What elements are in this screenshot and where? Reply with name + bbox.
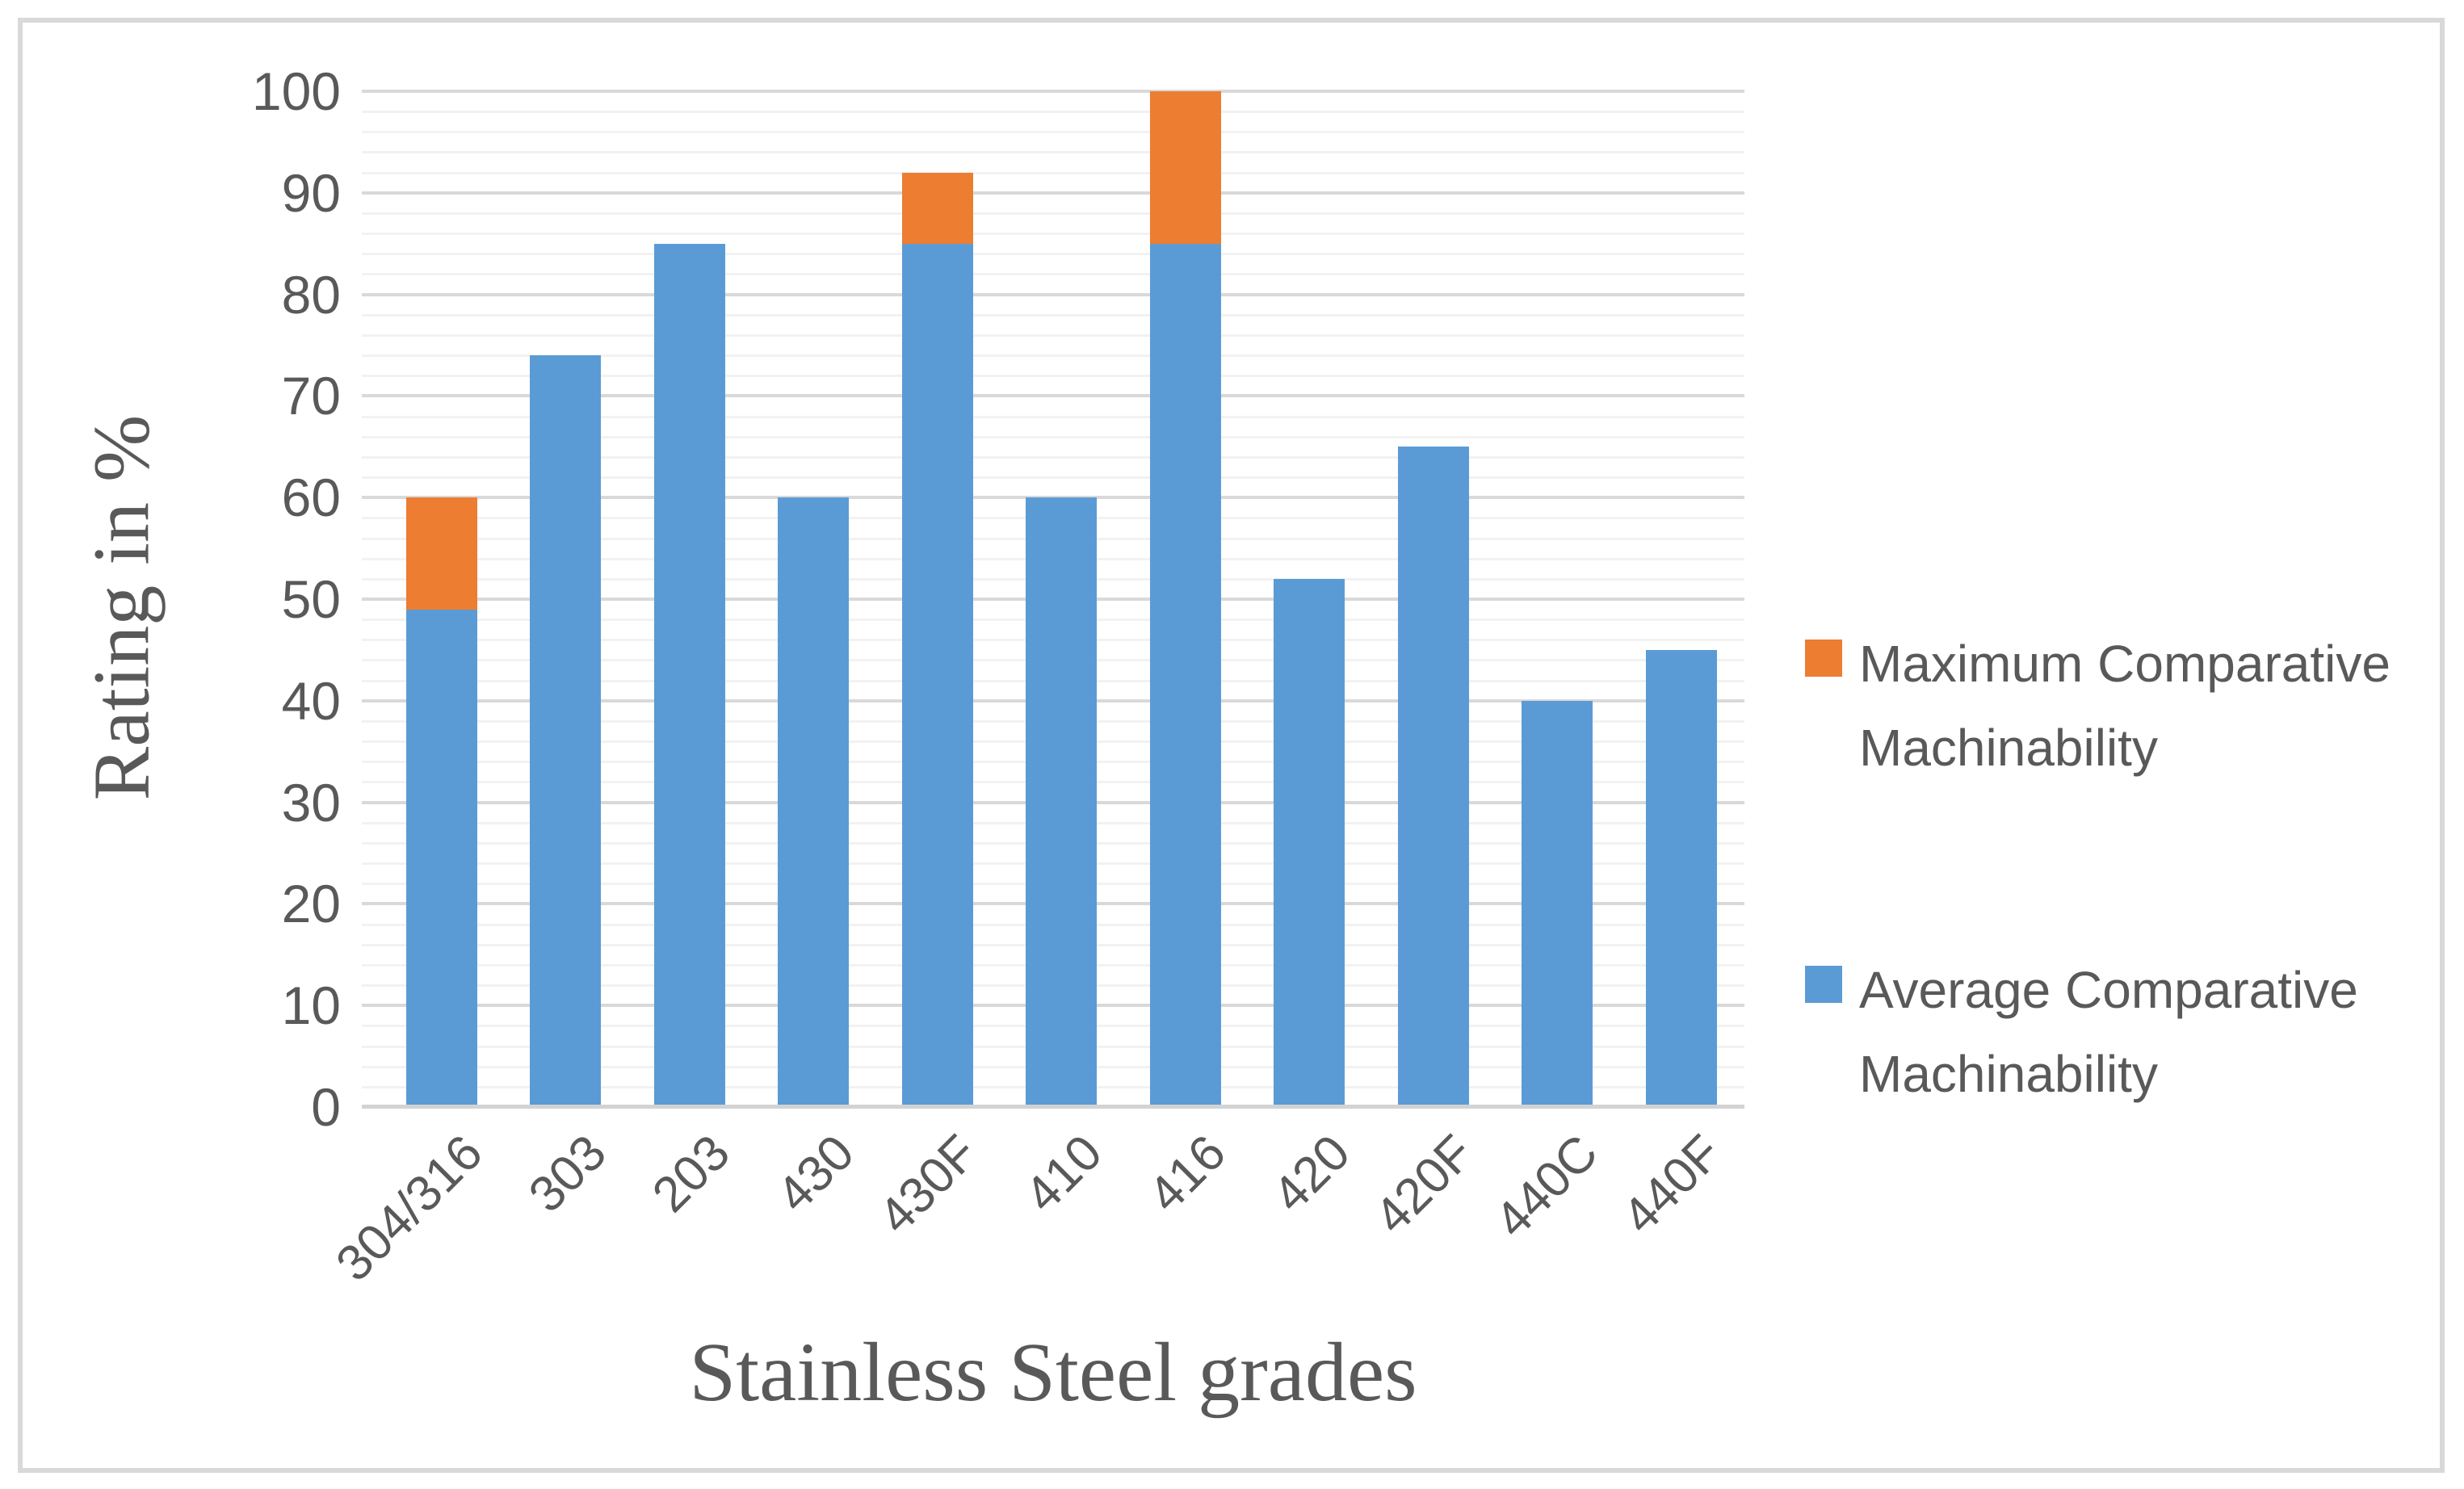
y-tick-label-100: 100 bbox=[251, 61, 341, 121]
gridline-minor-98 bbox=[362, 111, 1744, 114]
y-tick-label-50: 50 bbox=[281, 569, 341, 629]
plot-area bbox=[362, 90, 1744, 1109]
gridline-major-80 bbox=[362, 292, 1744, 296]
gridline-major-100 bbox=[362, 90, 1744, 93]
gridline-minor-76 bbox=[362, 333, 1744, 337]
figure-border bbox=[18, 18, 2445, 1473]
y-tick-label-40: 40 bbox=[281, 670, 341, 731]
x-axis-line bbox=[362, 1105, 1744, 1109]
legend-label-average: Average Comparative Machinability bbox=[1859, 961, 2358, 1103]
bar-average-410 bbox=[1026, 497, 1098, 1105]
bar-average-416 bbox=[1149, 243, 1221, 1105]
gridline-minor-94 bbox=[362, 151, 1744, 154]
bar-average-420F bbox=[1397, 447, 1469, 1105]
gridline-minor-74 bbox=[362, 354, 1744, 358]
legend-label-maximum: Maximum Comparative Machinability bbox=[1859, 635, 2391, 777]
y-tick-label-60: 60 bbox=[281, 468, 341, 528]
gridline-minor-66 bbox=[362, 435, 1744, 438]
bar-average-304/316 bbox=[405, 609, 477, 1105]
bar-average-440F bbox=[1645, 649, 1717, 1105]
bar-average-203 bbox=[653, 243, 725, 1105]
bar-average-430 bbox=[778, 497, 850, 1105]
y-tick-label-80: 80 bbox=[281, 264, 341, 325]
legend-swatch-maximum-icon bbox=[1805, 640, 1842, 677]
bar-average-420 bbox=[1274, 578, 1345, 1105]
bar-average-303 bbox=[530, 355, 602, 1105]
legend-entry-average: Average Comparative Machinability bbox=[1801, 948, 2439, 1116]
y-tick-label-90: 90 bbox=[281, 162, 341, 223]
gridline-minor-92 bbox=[362, 171, 1744, 174]
bar-maximum-416 bbox=[1149, 91, 1221, 244]
bar-maximum-430F bbox=[901, 172, 973, 244]
gridline-minor-88 bbox=[362, 212, 1744, 215]
bar-average-430F bbox=[901, 243, 973, 1105]
legend: Maximum Comparative Machinability Averag… bbox=[1801, 622, 2439, 1274]
bar-maximum-304/316 bbox=[405, 497, 477, 610]
gridline-minor-82 bbox=[362, 273, 1744, 276]
gridline-minor-96 bbox=[362, 131, 1744, 134]
gridline-minor-72 bbox=[362, 375, 1744, 378]
gridline-minor-62 bbox=[362, 476, 1744, 480]
y-tick-label-30: 30 bbox=[281, 772, 341, 833]
gridline-minor-78 bbox=[362, 313, 1744, 317]
x-axis-title: Stainless Steel grades bbox=[689, 1326, 1417, 1419]
legend-swatch-average-icon bbox=[1805, 966, 1842, 1003]
gridline-minor-84 bbox=[362, 253, 1744, 256]
y-tick-label-0: 0 bbox=[311, 1077, 341, 1137]
bar-average-440C bbox=[1522, 700, 1593, 1105]
gridline-major-70 bbox=[362, 394, 1744, 398]
y-tick-label-20: 20 bbox=[281, 874, 341, 934]
legend-entry-maximum: Maximum Comparative Machinability bbox=[1801, 622, 2439, 790]
gridline-minor-64 bbox=[362, 455, 1744, 459]
gridline-major-90 bbox=[362, 191, 1744, 195]
gridline-minor-68 bbox=[362, 415, 1744, 418]
y-tick-label-70: 70 bbox=[281, 366, 341, 426]
gridline-minor-86 bbox=[362, 233, 1744, 236]
y-tick-label-10: 10 bbox=[281, 975, 341, 1036]
